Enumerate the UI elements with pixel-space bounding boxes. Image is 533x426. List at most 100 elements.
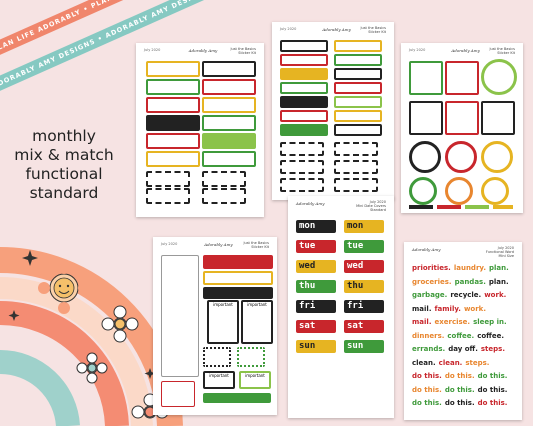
word-label: clean. bbox=[438, 358, 463, 367]
word-row: do this. do this. do this. bbox=[412, 372, 510, 380]
sheet-title: Just the Basics Sticker Kit bbox=[230, 47, 256, 55]
label-box bbox=[202, 115, 256, 131]
wreath-label bbox=[203, 347, 231, 367]
word-label: do this. bbox=[477, 399, 508, 407]
note-card bbox=[161, 381, 195, 407]
square-box bbox=[445, 101, 479, 135]
brand-logo: Adorably Amy bbox=[188, 48, 218, 53]
label-box bbox=[280, 96, 328, 108]
word-row: errands. day off. steps. bbox=[412, 345, 508, 353]
square-box bbox=[445, 61, 479, 95]
sheet-title: Just the Basics Sticker Kit bbox=[489, 47, 515, 55]
hexagon-label bbox=[280, 160, 324, 174]
title-line-2: mix & match bbox=[14, 146, 114, 164]
important-text: important bbox=[213, 302, 233, 307]
arrow-icon bbox=[465, 205, 489, 209]
label-box bbox=[202, 133, 256, 149]
important-text: important bbox=[247, 302, 267, 307]
label-box bbox=[280, 68, 328, 80]
daisy-flower-icon bbox=[76, 352, 108, 384]
word-label: do this. bbox=[412, 372, 442, 380]
word-label: mail. bbox=[412, 318, 432, 326]
sticker-sheet-2: July 2020 Adorably Amy Just the Basics St… bbox=[272, 22, 394, 200]
label-box bbox=[334, 124, 382, 136]
word-label: mail. bbox=[412, 304, 432, 313]
arrow-icon bbox=[493, 205, 513, 209]
word-label: plan. bbox=[488, 264, 509, 272]
important-label: important bbox=[239, 371, 271, 389]
label-box bbox=[280, 110, 328, 122]
word-label: day off. bbox=[448, 345, 478, 353]
label-box bbox=[280, 54, 328, 66]
brand-logo: Adorably Amy bbox=[204, 242, 233, 247]
label-box bbox=[146, 115, 200, 131]
word-label: do this. bbox=[444, 372, 475, 380]
sheet-header: Adorably Amy July 2020 Mini Date Covers St… bbox=[296, 200, 386, 212]
label-box bbox=[280, 40, 328, 52]
label-box bbox=[334, 82, 382, 94]
word-label: plan. bbox=[488, 277, 509, 286]
sheet-header: Adorably Amy July 2020 Functional Word Min… bbox=[412, 246, 514, 258]
brand-logo: Adorably Amy bbox=[296, 201, 325, 206]
word-label: laundry. bbox=[453, 264, 486, 272]
word-label: do this. bbox=[412, 385, 442, 394]
smiley-flower-icon bbox=[38, 262, 90, 314]
label-box bbox=[202, 61, 256, 77]
label-box bbox=[146, 97, 200, 113]
word-label: recycle. bbox=[450, 291, 482, 299]
hexagon-label bbox=[202, 188, 246, 204]
word-row: garbage. recycle. work. bbox=[412, 291, 509, 299]
sheet-month: July 2020 bbox=[280, 27, 297, 31]
sheet-header: July 2020 Adorably Amy Just the Basics St… bbox=[409, 47, 515, 57]
circle-box bbox=[409, 141, 441, 173]
word-row: dinners. coffee. coffee. bbox=[412, 332, 507, 340]
sheet-title: July 2020 Mini Date Covers Standard bbox=[356, 200, 386, 212]
title-line-3: functional bbox=[25, 165, 103, 183]
day-label-sun: sun bbox=[296, 340, 336, 353]
day-label-mon: mon bbox=[296, 220, 336, 233]
word-label: coffee. bbox=[477, 331, 504, 340]
day-label-sat: sat bbox=[344, 320, 384, 333]
banner-label bbox=[203, 271, 273, 285]
hexagon-label bbox=[334, 160, 378, 174]
day-label-sun: sun bbox=[344, 340, 384, 353]
sheet-month: July 2020 bbox=[161, 242, 178, 246]
arrow-icon bbox=[437, 205, 461, 209]
sheet-header: July 2020 Adorably Amy Just the Basics St… bbox=[144, 47, 256, 57]
word-label: family. bbox=[434, 304, 461, 313]
label-box bbox=[334, 68, 382, 80]
sheet-title: July 2020 Functional Word Mini Size bbox=[485, 246, 514, 258]
word-row: priorities. laundry. plan. bbox=[412, 264, 512, 272]
label-box bbox=[334, 54, 382, 66]
title-line-4: standard bbox=[29, 184, 99, 202]
hexagon-label bbox=[334, 142, 378, 156]
word-label: priorities. bbox=[412, 264, 451, 272]
square-box bbox=[481, 101, 515, 135]
important-text: important bbox=[209, 373, 229, 378]
circle-box bbox=[445, 177, 473, 205]
word-label: clean. bbox=[412, 358, 436, 367]
sticker-sheet-4: July 2020 Adorably Amy Just the Basics St… bbox=[153, 237, 277, 415]
wreath-label bbox=[237, 347, 265, 367]
day-label-tue: tue bbox=[296, 240, 336, 253]
circle-box bbox=[481, 59, 517, 95]
word-label: dinners. bbox=[412, 331, 445, 340]
important-label: important bbox=[241, 300, 273, 344]
circle-box bbox=[445, 141, 477, 173]
title-line-1: monthly bbox=[32, 127, 96, 145]
label-box bbox=[334, 40, 382, 52]
daisy-flower-icon bbox=[101, 305, 139, 343]
hexagon-label bbox=[280, 142, 324, 156]
sheet-header: July 2020 Adorably Amy Just the Basics St… bbox=[161, 241, 269, 251]
label-box bbox=[146, 61, 200, 77]
word-row: do this. do this. do this. bbox=[412, 399, 510, 407]
hexagon-label bbox=[146, 171, 190, 187]
label-box bbox=[280, 82, 328, 94]
checklist-box bbox=[161, 255, 199, 377]
day-label-thu: thu bbox=[296, 280, 336, 293]
word-row: mail. exercise. sleep in. bbox=[412, 318, 510, 326]
word-label: work. bbox=[484, 291, 507, 299]
label-box bbox=[146, 151, 200, 167]
word-label: do this. bbox=[477, 385, 508, 394]
product-title: monthly mix & match functional standard bbox=[0, 127, 128, 203]
